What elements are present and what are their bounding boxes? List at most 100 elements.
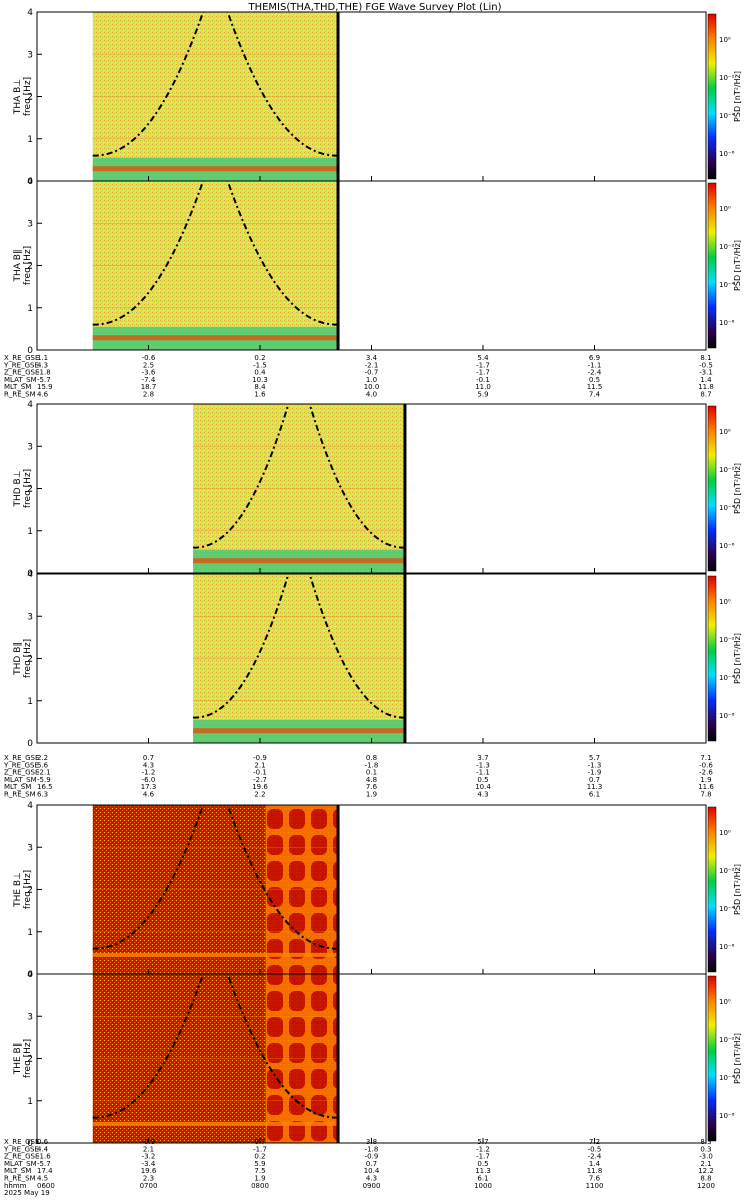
colorbar-tick-label: 10⁻⁴ (719, 112, 735, 120)
ephemeris-value: -0.9 (142, 1138, 156, 1146)
colorbar-tick-label: 10⁻⁴ (719, 504, 735, 512)
ephemeris-value: 10.4 (364, 1167, 380, 1175)
ephemeris-value: 4.6 (143, 791, 155, 799)
ephemeris-value: 3.7 (477, 754, 488, 762)
ephemeris-value: 6.1 (477, 1175, 488, 1183)
ephemeris-value: -0.9 (253, 754, 267, 762)
ephemeris-value: 0.3 (700, 1145, 711, 1153)
y-tick-label: 3 (27, 219, 33, 229)
colorbar (707, 575, 717, 742)
ephemeris-value: 11.8 (587, 1167, 603, 1175)
y-tick-label: 3 (27, 843, 33, 853)
ephemeris-value: 16.5 (37, 783, 53, 791)
ephemeris-value: 15.9 (37, 383, 53, 391)
ephemeris-row-label: Y_RE_GSE (3, 361, 39, 369)
colorbar (707, 182, 717, 349)
y-tick-label: 4 (27, 8, 33, 18)
colorbar-tick-label: 10⁻⁶ (719, 150, 735, 158)
ephemeris-row-label: X_RE_GSE (4, 1138, 39, 1146)
ephemeris-value: 0.5 (477, 776, 488, 784)
ephemeris-value: 0.6 (37, 1138, 49, 1146)
y-tick-label: 1 (27, 1097, 33, 1107)
ephemeris-value: 19.6 (252, 783, 268, 791)
ephemeris-value: 4.3 (477, 791, 488, 799)
y-tick-label: 0 (27, 177, 33, 187)
colorbar (707, 405, 717, 572)
ephemeris-value: 8.1 (700, 354, 711, 362)
ephemeris-value: 4.0 (366, 391, 377, 399)
y-tick-label: 0 (27, 346, 33, 356)
ephemeris-value: -1.7 (476, 369, 490, 377)
y-tick-label: 2 (27, 886, 33, 896)
ephemeris-value: -1.7 (476, 1153, 490, 1161)
colorbar (707, 975, 717, 1142)
ephemeris-value: -1.7 (476, 361, 490, 369)
y-tick-label: 0 (27, 1139, 33, 1149)
gyrofrequency-curve (92, 11, 205, 157)
ephemeris-value: -2.1 (37, 769, 51, 777)
gyrofrequency-curve (226, 804, 339, 950)
spectrogram-panel: 0 1 2 3 4 THD B∥ freq [Hz] 10⁰ 10⁻² 10⁻⁴ 10⁻⁶ PSD [… (13, 570, 742, 749)
ephemeris-value: -2.7 (253, 776, 267, 784)
ephemeris-value: 1.9 (366, 791, 377, 799)
ephemeris-value: 19.6 (141, 1167, 157, 1175)
y-tick-label: 4 (27, 400, 33, 410)
colorbar-tick-label: 10⁻² (719, 636, 735, 644)
colorbar-tick-label: 10⁻² (719, 466, 735, 474)
y-tick-label: 3 (27, 442, 33, 452)
ephemeris-value: 2.1 (254, 761, 265, 769)
ephemeris-value: 11.8 (698, 383, 714, 391)
ephemeris-value: -3.2 (142, 1153, 156, 1161)
y-tick-label: 2 (27, 262, 33, 272)
colorbar-tick-label: 10⁻⁶ (719, 319, 735, 327)
colorbar-label: PSD [nT²/Hz] (733, 240, 742, 291)
ephemeris-value: 6.3 (37, 791, 48, 799)
spectrogram-panel: 0 1 2 3 4 THA B∥ freq [Hz] 10⁰ 10⁻² 10⁻⁴ 10⁻⁶ PSD [… (13, 177, 742, 356)
colorbar (707, 806, 717, 973)
ephemeris-value: -1.8 (365, 1145, 379, 1153)
spectrogram-panel: 0 1 2 3 4 THA B⊥ freq [Hz] 10⁰ 10⁻² 10⁻⁴ 10⁻⁶ PSD [… (13, 8, 742, 187)
colorbar-tick-label: 10⁰ (719, 205, 731, 213)
ephemeris-value: -1.2 (142, 769, 156, 777)
ephemeris-value: -5.7 (37, 1160, 51, 1168)
ephemeris-value: 0.7 (589, 776, 600, 784)
y-tick-label: 3 (27, 612, 33, 622)
y-tick-label: 1 (27, 697, 33, 707)
spectral-line (92, 1121, 339, 1126)
ephemeris-value: 7.5 (254, 1167, 265, 1175)
ephemeris-value: 0.2 (254, 354, 265, 362)
gyrofrequency-curve (92, 180, 205, 326)
ephemeris-value: 12.2 (698, 1167, 714, 1175)
y-tick-label: 4 (27, 801, 33, 811)
y-tick-label: 0 (27, 970, 33, 980)
ephemeris-value: -3.0 (699, 1153, 713, 1161)
spectral-line (193, 728, 405, 734)
ephemeris-value: -1.8 (37, 369, 51, 377)
ephemeris-value: 0.1 (366, 769, 377, 777)
time-tick-label: 1000 (474, 1182, 492, 1190)
colorbar (707, 13, 717, 180)
colorbar-label: PSD [nT²/Hz] (733, 864, 742, 915)
time-tick-label: 1100 (586, 1182, 604, 1190)
ephemeris-value: -0.6 (142, 354, 156, 362)
ephemeris-value: -1.9 (588, 769, 602, 777)
ephemeris-value: 7.6 (589, 1175, 601, 1183)
ephemeris-value: -3.6 (142, 369, 156, 377)
ephemeris-row-label: MLT_SM (4, 1167, 31, 1175)
ephemeris-value: 2.1 (143, 1145, 154, 1153)
ephemeris-value: 8.7 (700, 391, 711, 399)
colorbar-tick-label: 10⁻⁴ (719, 905, 735, 913)
ephemeris-value: 0.2 (254, 1153, 265, 1161)
ephemeris-value: 4.5 (37, 1175, 48, 1183)
colorbar-tick-label: 10⁻² (719, 74, 735, 82)
ephemeris-value: -1.6 (37, 1153, 51, 1161)
ephemeris-value: 6.9 (589, 354, 600, 362)
ephemeris-value: 11.3 (475, 1167, 491, 1175)
colorbar-label: PSD [nT²/Hz] (733, 463, 742, 514)
panel-label: THD B∥ (13, 642, 23, 676)
y-tick-label: 2 (27, 655, 33, 665)
time-tick-label: 0600 (37, 1182, 55, 1190)
ephemeris-value: 0.7 (143, 754, 154, 762)
